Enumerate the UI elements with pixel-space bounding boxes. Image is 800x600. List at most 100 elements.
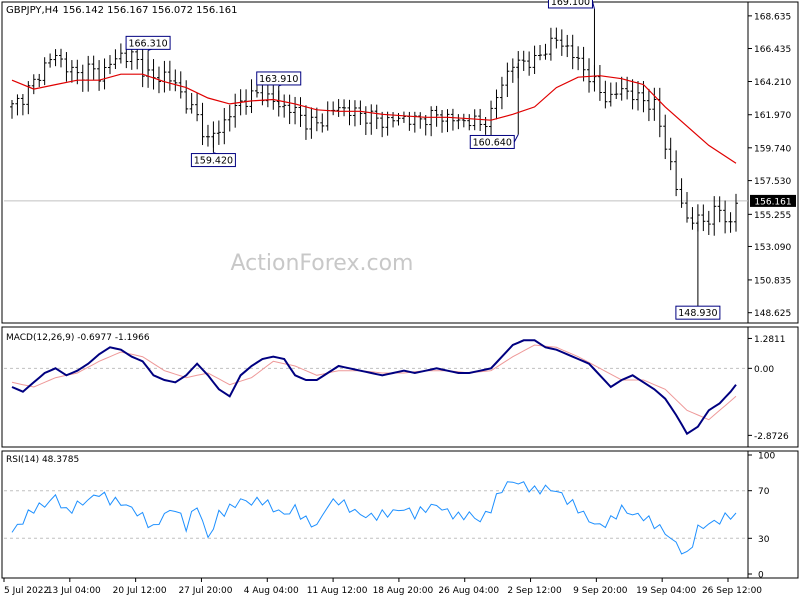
candle	[636, 80, 641, 111]
watermark: ActionForex.com	[231, 251, 414, 276]
price-tick-label: 155.255	[754, 211, 791, 221]
candle	[527, 51, 532, 76]
price-tick-label: 157.530	[754, 177, 791, 187]
candle	[641, 81, 646, 113]
price-annotation: 148.930	[675, 305, 721, 320]
candle	[102, 58, 107, 90]
candle	[118, 43, 123, 64]
candle	[712, 196, 717, 236]
rsi-pane-title: RSI(14) 48.3785	[6, 455, 79, 465]
candle	[456, 114, 461, 130]
candle	[37, 73, 42, 88]
time-tick-label: 26 Aug 04:00	[438, 586, 499, 596]
time-tick-label: 20 Jul 12:00	[113, 586, 167, 596]
candle	[668, 137, 673, 171]
candle	[685, 192, 690, 223]
candle	[265, 82, 270, 108]
price-annotation-label: 148.930	[678, 308, 717, 319]
candle	[570, 34, 575, 70]
candle	[385, 111, 390, 136]
candle	[494, 89, 499, 120]
candle	[64, 52, 69, 82]
candle	[380, 111, 385, 138]
candle	[521, 50, 526, 71]
candle	[429, 106, 434, 137]
candle	[369, 104, 374, 135]
candle	[450, 108, 455, 131]
candle	[603, 80, 608, 109]
candle	[587, 58, 592, 93]
rsi-tick-label: 100	[758, 452, 775, 462]
candle	[233, 93, 238, 128]
rsi-line	[11, 481, 737, 555]
time-tick-label: 4 Aug 04:00	[244, 586, 299, 596]
moving-average-line	[11, 73, 737, 164]
candle	[630, 79, 635, 110]
price-tick-label: 164.210	[754, 78, 791, 88]
candle	[619, 76, 624, 101]
price-tick-label: 150.835	[754, 276, 791, 286]
time-tick-label: 19 Sep 04:00	[636, 586, 696, 596]
candle	[423, 115, 428, 136]
last-price-label: 156.161	[754, 197, 791, 207]
macd-tick-label: 0.00	[754, 365, 774, 375]
candle	[418, 112, 423, 129]
candle	[205, 124, 210, 147]
time-tick-label: 11 Aug 12:00	[307, 586, 368, 596]
candle	[461, 113, 466, 128]
pane-frame	[1, 450, 799, 579]
candle	[576, 46, 581, 71]
price-tick-label: 168.635	[754, 12, 791, 22]
candle	[282, 94, 287, 118]
candle	[200, 102, 205, 146]
price-tick-label: 159.740	[754, 144, 791, 154]
candle	[173, 69, 178, 92]
time-tick-label: 9 Sep 20:00	[573, 586, 628, 596]
candle	[489, 100, 494, 137]
price-annotation-label: 163.910	[259, 74, 298, 85]
time-tick-label: 2 Sep 12:00	[507, 586, 562, 596]
candle	[663, 114, 668, 160]
candle	[107, 55, 112, 75]
price-pane[interactable]: 168.635 166.435 164.210 161.970 159.740 157.5…	[1, 0, 799, 324]
candle	[554, 27, 559, 49]
macd-main-line	[11, 339, 737, 436]
candle	[581, 46, 586, 82]
candle	[679, 178, 684, 208]
candle	[734, 193, 738, 232]
candle	[347, 99, 352, 126]
candle	[472, 109, 477, 131]
macd-signal-line	[11, 344, 737, 421]
candle	[510, 58, 515, 83]
candle	[48, 53, 53, 68]
time-tick-label: 18 Aug 20:00	[373, 586, 434, 596]
candle	[298, 97, 303, 127]
price-annotation: 166.310	[125, 35, 171, 51]
candle	[559, 29, 564, 56]
candle	[548, 27, 553, 61]
macd-pane-title: MACD(12,26,9) -0.6977 -1.1966	[6, 333, 150, 343]
candle	[184, 80, 189, 114]
candle	[293, 96, 298, 125]
candle	[227, 104, 232, 132]
price-annotation-label: 166.310	[128, 38, 167, 49]
candle	[690, 207, 695, 230]
rsi-tick-label: 30	[758, 535, 770, 545]
price-annotation: 159.420	[190, 152, 236, 168]
candle	[320, 113, 325, 133]
candle	[195, 92, 200, 122]
candle	[646, 88, 651, 122]
time-tick-label: 26 Sep 12:00	[702, 586, 762, 596]
candle	[216, 120, 221, 145]
candle	[271, 82, 276, 110]
candle	[309, 107, 314, 139]
candle	[69, 60, 74, 83]
rsi-pane[interactable]: 100 70 30 0	[1, 450, 799, 581]
macd-pane[interactable]: 1.2811 0.00 -2.8726	[1, 326, 799, 448]
macd-tick-label: -2.8726	[754, 432, 789, 442]
candle	[728, 212, 733, 233]
price-annotation: 169.100	[547, 0, 595, 10]
candle	[15, 94, 20, 116]
price-annotation: 163.910	[256, 71, 302, 87]
